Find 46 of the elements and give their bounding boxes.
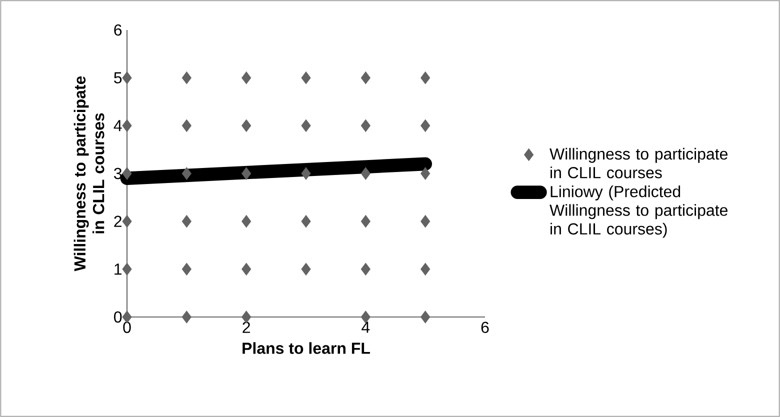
legend-label: Liniowy (Predicted Willingness to participate in CLIL courses) xyxy=(550,186,728,238)
point xyxy=(420,167,430,180)
y-tick-label: 4 xyxy=(114,120,122,132)
point xyxy=(242,215,252,228)
y-tick-label: 1 xyxy=(114,264,122,275)
point xyxy=(420,310,430,324)
y-tick-label: 6 xyxy=(114,24,122,36)
legend-label: Willingness to participate in CLIL courses xyxy=(550,148,728,178)
point xyxy=(182,119,192,132)
x-tick-label: 6 xyxy=(481,322,489,334)
point xyxy=(301,167,311,180)
x-tick-label: 2 xyxy=(242,322,250,333)
x-axis-title: Plans to learn FL xyxy=(242,342,370,354)
point xyxy=(122,167,132,180)
point xyxy=(182,215,192,228)
point xyxy=(242,167,252,180)
y-tick-label: 2 xyxy=(114,216,122,227)
point xyxy=(420,215,430,228)
point xyxy=(420,262,430,276)
point xyxy=(182,262,192,276)
point xyxy=(360,72,370,84)
x-tick-label: 0 xyxy=(123,322,131,334)
point xyxy=(122,119,132,132)
point xyxy=(360,215,370,228)
point xyxy=(360,262,370,276)
point xyxy=(360,119,370,132)
y-tick-label: 5 xyxy=(114,72,122,84)
point xyxy=(242,72,252,84)
point xyxy=(182,72,192,84)
point xyxy=(242,119,252,132)
point xyxy=(182,310,192,324)
y-axis-title: Willingness to participate in CLIL courses xyxy=(74,76,104,272)
point xyxy=(420,72,430,84)
point xyxy=(122,262,132,276)
x-tick-label: 4 xyxy=(362,322,370,333)
point xyxy=(301,262,311,276)
point xyxy=(122,215,132,228)
point xyxy=(182,167,192,180)
point xyxy=(242,262,252,276)
point xyxy=(301,215,311,228)
point xyxy=(301,72,311,84)
y-tick-label: 0 xyxy=(114,311,122,323)
point xyxy=(301,119,311,132)
point xyxy=(122,72,132,84)
point xyxy=(420,119,430,132)
point xyxy=(360,167,370,180)
